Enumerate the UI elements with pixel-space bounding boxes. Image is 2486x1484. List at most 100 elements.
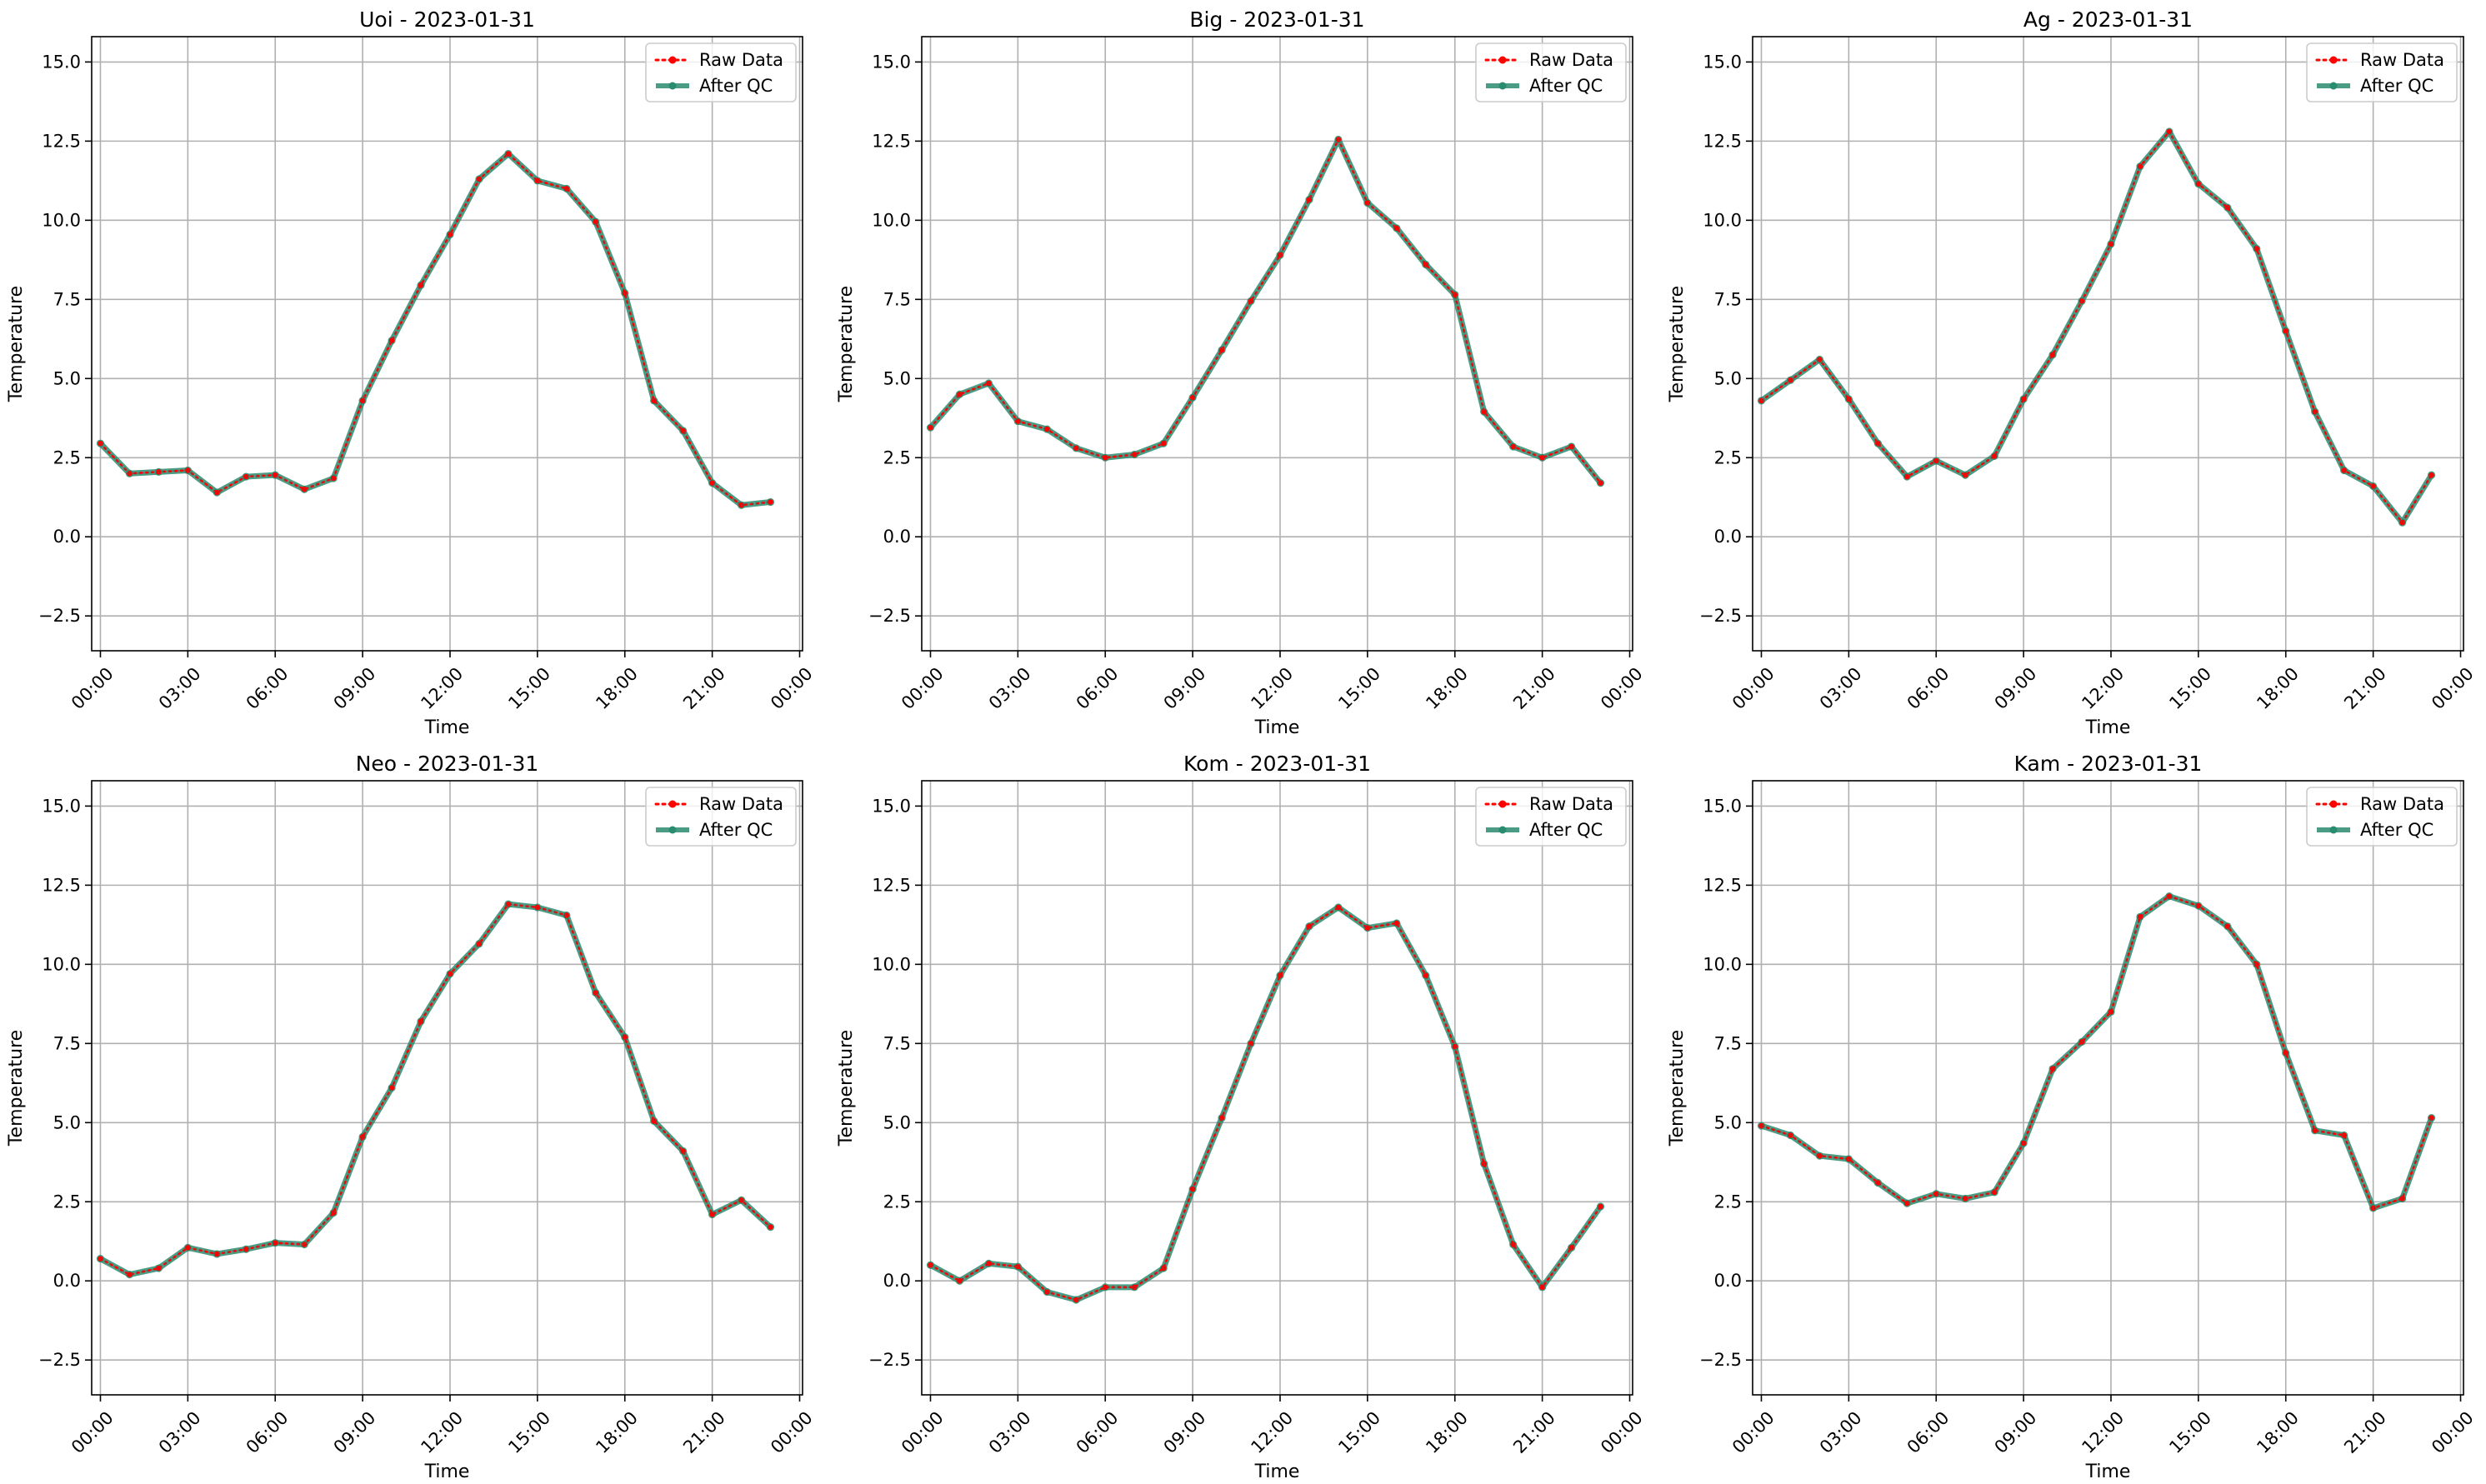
raw-data-point <box>1963 1196 1968 1202</box>
legend-label: Raw Data <box>1529 50 1613 70</box>
y-axis-label: Temperature <box>6 286 27 402</box>
raw-data-point <box>1598 480 1603 486</box>
legend-marker-raw-data <box>668 800 677 808</box>
legend-item: Raw Data <box>1484 50 1613 70</box>
grid <box>922 37 1633 651</box>
legend-label: Raw Data <box>2360 50 2444 70</box>
raw-data-point <box>243 473 249 480</box>
raw-data-point <box>651 1118 657 1124</box>
y-tick-label: 15.0 <box>1703 796 1742 816</box>
grid <box>92 37 803 651</box>
y-tick-label: 2.5 <box>883 447 911 467</box>
raw-data-point <box>1452 292 1458 297</box>
x-axis-label: Time <box>1254 1462 1300 1482</box>
y-tick-label: 5.0 <box>53 1112 81 1132</box>
y-tick-label: −2.5 <box>868 606 911 626</box>
chart-title: Uoi - 2023-01-31 <box>359 7 535 32</box>
legend-label: After QC <box>1529 820 1603 840</box>
series-group <box>1757 892 2436 1212</box>
y-tick-label: 10.0 <box>1703 210 1742 230</box>
raw-data-point <box>505 151 512 157</box>
y-tick-label: 2.5 <box>1714 447 1742 467</box>
y-tick-label: 10.0 <box>1703 954 1742 974</box>
y-tick-label: 15.0 <box>872 52 911 72</box>
raw-data-point <box>563 912 570 918</box>
raw-data-point <box>957 392 963 397</box>
raw-data-point <box>1539 455 1545 461</box>
y-tick-label: 12.5 <box>1703 131 1742 151</box>
raw-data-point <box>2020 396 2027 402</box>
y-tick-label: 12.5 <box>42 875 81 895</box>
y-tick-label: 12.5 <box>872 875 911 895</box>
legend-item: Raw Data <box>654 794 783 814</box>
legend-marker-after-qc <box>2329 826 2338 834</box>
legend: Raw Data After QC <box>645 42 797 102</box>
y-tick-label: −2.5 <box>868 1350 911 1370</box>
raw-data-point <box>2399 519 2405 526</box>
legend-item: Raw Data <box>654 50 783 70</box>
y-tick-label: 10.0 <box>42 954 81 974</box>
y-tick-label: 12.5 <box>42 131 81 151</box>
raw-data-point <box>1364 200 1371 206</box>
raw-data-point <box>1758 397 1764 404</box>
legend-marker-raw-data <box>2329 56 2338 64</box>
y-tick-label: 7.5 <box>883 289 911 309</box>
y-tick-label: 0.0 <box>53 527 81 547</box>
grid <box>1753 37 2463 651</box>
raw-data-point <box>2312 408 2318 415</box>
raw-data-point <box>1103 455 1108 461</box>
y-tick-label: 10.0 <box>872 210 911 230</box>
grid <box>92 781 803 1395</box>
raw-data-line <box>929 137 1602 484</box>
raw-data-point <box>185 1245 191 1251</box>
legend-item: Raw Data <box>2315 50 2444 70</box>
legend-marker-raw-data <box>1498 800 1507 808</box>
raw-data-point <box>330 475 337 482</box>
raw-data-point <box>1160 440 1167 447</box>
raw-data-point <box>1248 1041 1254 1047</box>
y-tick-label: 10.0 <box>42 210 81 230</box>
raw-data-point <box>928 1262 933 1268</box>
raw-data-point <box>1481 408 1487 415</box>
legend-label: After QC <box>699 820 773 840</box>
axes-frame <box>921 780 1633 1396</box>
raw-data-point <box>302 1242 308 1247</box>
legend-marker-raw-data <box>668 56 677 64</box>
axes-frame <box>1752 780 2464 1396</box>
raw-data-point <box>651 397 657 404</box>
legend-label: Raw Data <box>1529 794 1613 814</box>
x-axis-label: Time <box>1254 717 1300 738</box>
raw-data-point <box>1933 1191 1939 1197</box>
raw-data-point <box>1758 1122 1764 1129</box>
raw-data-point <box>2166 893 2173 899</box>
raw-data-point <box>1568 1245 1574 1251</box>
y-tick-label: −2.5 <box>1699 606 1742 626</box>
y-tick-label: 7.5 <box>883 1033 911 1053</box>
x-axis-label: Time <box>424 1462 470 1482</box>
chart-title: Kam - 2023-01-31 <box>2014 752 2203 776</box>
legend: Raw Data After QC <box>645 787 797 847</box>
raw-data-point <box>928 424 933 431</box>
y-tick-label: −2.5 <box>38 606 81 626</box>
legend-marker-after-qc <box>668 826 677 834</box>
raw-data-point <box>447 971 453 977</box>
y-tick-label: 5.0 <box>53 368 81 388</box>
chart-title: Big - 2023-01-31 <box>1189 7 1364 32</box>
y-tick-label: 2.5 <box>1714 1192 1742 1212</box>
raw-data-point <box>127 471 133 477</box>
raw-data-point <box>214 1251 220 1257</box>
y-tick-label: 10.0 <box>872 954 911 974</box>
y-tick-label: 0.0 <box>1714 1271 1742 1291</box>
y-tick-label: 15.0 <box>872 796 911 816</box>
y-tick-label: 0.0 <box>883 1271 911 1291</box>
series-group <box>96 149 775 509</box>
y-tick-label: 5.0 <box>883 1112 911 1132</box>
raw-data-point <box>2283 1050 2288 1056</box>
raw-data-point <box>563 186 570 192</box>
y-tick-label: 7.5 <box>53 1033 81 1053</box>
legend-item: After QC <box>656 76 773 96</box>
y-axis-label: Temperature <box>836 1030 857 1147</box>
raw-data-overlay <box>99 152 771 507</box>
legend-label: Raw Data <box>2360 794 2444 814</box>
y-tick-label: 2.5 <box>883 1192 911 1212</box>
